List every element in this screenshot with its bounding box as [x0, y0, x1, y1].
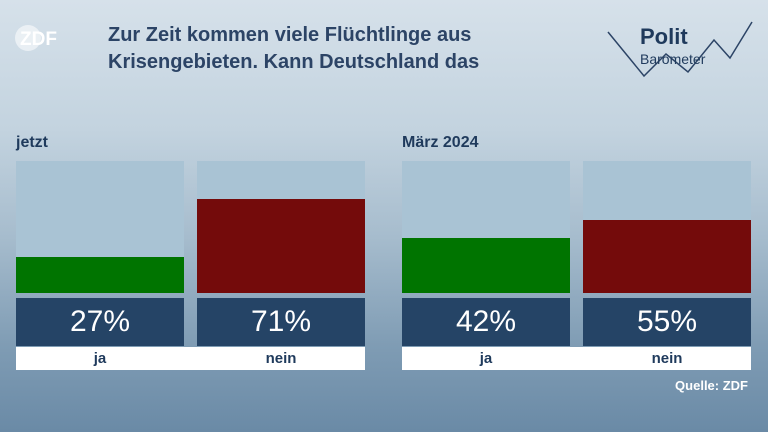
data-label: 55%	[583, 298, 751, 346]
data-label: 27%	[16, 298, 184, 346]
bar-nein	[197, 199, 365, 293]
bar-ja	[16, 257, 184, 293]
group-label: März 2024	[402, 134, 479, 151]
bar-track	[583, 161, 751, 293]
chart-title: Zur Zeit kommen viele Flüchtlinge aus Kr…	[108, 24, 480, 73]
data-label: 71%	[197, 298, 365, 346]
zdf-logo: ZDF	[15, 25, 57, 51]
group-label: jetzt	[16, 134, 48, 151]
data-label: 42%	[402, 298, 570, 346]
bar-ja	[402, 237, 570, 293]
category-strip-maerz-2024	[402, 347, 751, 370]
bar-track	[16, 161, 184, 293]
politbarometer-zigzag-icon	[607, 21, 753, 78]
zdf-logo-text: ZDF	[20, 29, 57, 50]
category-label: nein	[265, 350, 297, 367]
politbarometer-logo: Polit Barometer	[604, 14, 754, 84]
bar-nein	[583, 220, 751, 293]
category-label: ja	[479, 350, 493, 367]
politbarometer-line1: Polit	[640, 24, 688, 49]
category-label: nein	[651, 350, 683, 367]
source-label: Quelle: ZDF	[675, 378, 748, 393]
category-label: ja	[93, 350, 107, 367]
politbarometer-line2: Barometer	[640, 51, 706, 67]
bar-track	[197, 161, 365, 293]
category-strip-jetzt	[16, 347, 365, 370]
bar-track	[402, 161, 570, 293]
